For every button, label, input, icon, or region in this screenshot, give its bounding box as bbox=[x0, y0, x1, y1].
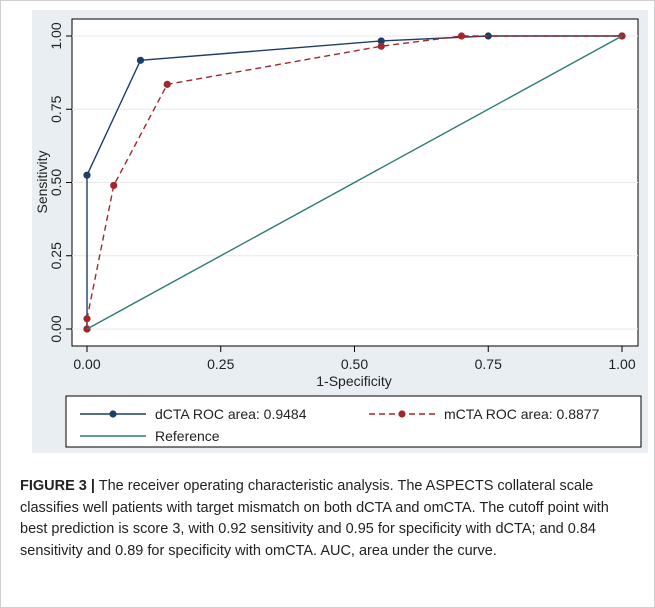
y-tick-label: 0.00 bbox=[48, 315, 64, 342]
data-point-1 bbox=[457, 32, 466, 40]
x-tick-label: 0.25 bbox=[207, 356, 234, 372]
data-point-1 bbox=[163, 80, 171, 88]
data-point-1 bbox=[377, 42, 385, 50]
figure-caption: FIGURE 3 | The receiver operating charac… bbox=[20, 476, 640, 562]
y-tick-label: 1.00 bbox=[48, 22, 64, 49]
caption-text: The receiver operating characteristic an… bbox=[20, 478, 609, 559]
y-axis-title: Sensitivity bbox=[34, 150, 50, 213]
y-tick-label: 0.75 bbox=[48, 95, 64, 122]
legend-marker-1 bbox=[398, 410, 406, 418]
roc-chart: 0.00 0.25 0.50 0.75 1.00 0.00 0.25 0.50 0.75 1.00… bbox=[34, 18, 642, 448]
series-line-2 bbox=[86, 35, 623, 330]
legend-marker-0 bbox=[109, 410, 117, 418]
x-tick-label: 0.75 bbox=[475, 356, 502, 372]
legend-label-1: mCTA ROC area: 0.8877 bbox=[444, 406, 600, 422]
legend: dCTA ROC area: 0.9484 mCTA ROC area: 0.88… bbox=[65, 395, 642, 448]
x-tick-label: 1.00 bbox=[608, 356, 635, 372]
x-tick-label: 0.50 bbox=[341, 356, 368, 372]
legend-label-2: Reference bbox=[155, 428, 220, 444]
data-point-0 bbox=[136, 56, 145, 64]
x-tick-label: 0.00 bbox=[73, 356, 100, 372]
y-tick-label: 0.25 bbox=[48, 242, 64, 269]
data-point-0 bbox=[377, 37, 385, 45]
x-axis-title: 1-Specificity bbox=[316, 373, 391, 389]
y-tick-label: 0.50 bbox=[48, 169, 64, 196]
series-layer bbox=[83, 32, 626, 333]
axes: 0.00 0.25 0.50 0.75 1.00 0.00 0.25 0.50 0.75 1.00 bbox=[48, 22, 636, 372]
data-point-0 bbox=[83, 171, 91, 179]
legend-box bbox=[65, 395, 642, 448]
data-point-1 bbox=[83, 315, 91, 323]
series-line-0 bbox=[86, 35, 622, 329]
caption-label: FIGURE 3 | bbox=[20, 478, 95, 494]
legend-label-0: dCTA ROC area: 0.9484 bbox=[155, 406, 307, 422]
data-point-1 bbox=[110, 181, 118, 190]
